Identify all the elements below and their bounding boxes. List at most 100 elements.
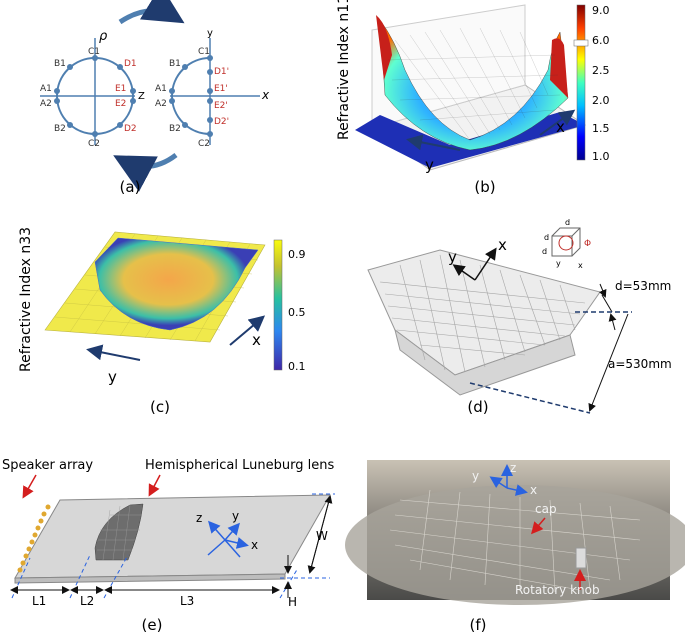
panel-e: Speaker array Hemispherical Luneburg len… <box>2 458 335 634</box>
x-label-d: x <box>498 236 507 254</box>
pt-B1: B1 <box>54 59 66 69</box>
d-dim-label: d=53mm <box>615 279 671 293</box>
inset-x: x <box>578 261 583 270</box>
inset-d1: d <box>565 218 570 227</box>
pt-r-D1: D1' <box>214 67 229 77</box>
cb-c-tick-0: 0.9 <box>288 248 306 261</box>
pt-r-E2: E2' <box>214 101 228 111</box>
colorbar-b <box>576 4 586 161</box>
arrow-x-c <box>229 315 266 346</box>
cb-b-tick-1: 6.0 <box>592 34 610 47</box>
axis-x-d <box>474 247 497 281</box>
luneburg-map-c <box>94 237 259 331</box>
panel-d: x y d d d x y Φ d=53mm a=530mm (d) <box>367 218 672 416</box>
cap-arrow <box>531 517 546 535</box>
speaker-arrow <box>22 474 37 499</box>
caption-f: (f) <box>470 616 487 634</box>
inset-d3: d <box>542 247 547 256</box>
y-label-e: y <box>232 509 239 523</box>
arrow-x-b <box>539 109 576 136</box>
panel-c: Refractive Index n33 y x 0.9 0.5 0.1 (c) <box>18 227 306 416</box>
pt-A1: A1 <box>40 84 52 94</box>
rotatory-knob <box>575 547 587 569</box>
dash-bottom <box>469 382 591 414</box>
inset-y: y <box>556 259 561 268</box>
waveguide-plate <box>14 494 331 579</box>
zlabel-c: Refractive Index n33 <box>18 227 34 372</box>
pt-B2: B2 <box>54 124 66 134</box>
cb-b-tick-3: 2.0 <box>592 94 610 107</box>
panel-b: Refractive Index n11 y x 9.0 6.0 2.5 2.0… <box>336 0 610 196</box>
arrow-y-b <box>406 134 461 151</box>
lens-arrow <box>148 474 161 497</box>
zlabel-b: Refractive Index n11 <box>336 0 352 140</box>
z-label-f: z <box>510 461 516 475</box>
pt-E1: E1 <box>115 84 126 94</box>
dim-L2: L2 <box>80 594 94 608</box>
pt-r-B1: B1 <box>169 59 181 69</box>
surface-peak-left <box>376 15 392 80</box>
y-label-b: y <box>425 156 434 174</box>
axis-y-d <box>452 264 476 281</box>
dim-a-line <box>588 313 629 412</box>
panel-f: z y x cap Rotatory knob (f) <box>345 460 685 634</box>
photo-plate <box>345 485 685 605</box>
pt-A2: A2 <box>40 99 52 109</box>
panel-a: ρ Z C1 B1 D1 A1 E1 A2 E2 B2 D2 C2 y x <box>40 0 270 196</box>
y-label-a: y <box>207 28 213 39</box>
pt-r-D2: D2' <box>214 117 229 127</box>
surface-peak-right <box>550 38 568 98</box>
dim-d-arrow-bot <box>608 313 617 331</box>
pt-D1: D1 <box>124 59 137 69</box>
knob-label: Rotatory knob <box>515 583 600 597</box>
pt-C2: C2 <box>88 139 100 149</box>
pt-r-B2: B2 <box>169 124 181 134</box>
dim-L3: L3 <box>180 594 194 608</box>
lens-array-front <box>394 328 576 396</box>
half-circle <box>171 57 211 135</box>
caption-d: (d) <box>467 398 488 416</box>
pt-C1: C1 <box>88 47 100 57</box>
colorbar-c <box>273 239 283 371</box>
colorbar-break <box>573 39 589 47</box>
pt-r-A1: A1 <box>155 84 167 94</box>
cb-b-tick-0: 9.0 <box>592 4 610 17</box>
speaker-array <box>17 504 51 573</box>
photo-lens-cells <box>389 489 641 593</box>
axes-f <box>489 464 528 496</box>
x-label-f: x <box>530 483 537 497</box>
lens-label: Hemispherical Luneburg lens <box>145 458 334 473</box>
axes-e <box>207 520 249 558</box>
pt-r-C1: C1 <box>198 47 210 57</box>
x-label-a: x <box>261 88 270 102</box>
cb-c-tick-2: 0.1 <box>288 360 306 373</box>
cb-b-tick-5: 1.0 <box>592 150 610 163</box>
dim-L1: L1 <box>32 594 46 608</box>
cb-b-tick-2: 2.5 <box>592 64 610 77</box>
dim-W: W <box>316 529 328 543</box>
waveguide-edge <box>14 573 286 584</box>
caption-a: (a) <box>120 178 141 196</box>
z-label-e: z <box>196 511 202 525</box>
a-dim-label: a=530mm <box>608 357 672 371</box>
inset-d2: d <box>544 233 549 242</box>
dim-d-arrow-top <box>599 283 607 298</box>
arrow-y-c <box>86 344 141 361</box>
y-label-f: y <box>472 469 479 483</box>
pt-r-C2: C2 <box>198 139 210 149</box>
curved-arrow-bottom <box>113 152 178 192</box>
pt-r-A2: A2 <box>155 99 167 109</box>
caption-b: (b) <box>474 178 495 196</box>
y-label-d: y <box>448 248 457 266</box>
z-label: Z <box>138 91 145 102</box>
pt-r-E1: E1' <box>214 84 228 94</box>
unit-cell-inset: d d d x y Φ <box>542 218 591 270</box>
pt-D2: D2 <box>124 124 137 134</box>
dim-H: H <box>288 595 297 609</box>
cap-label: cap <box>535 502 557 516</box>
x-label-b: x <box>556 118 565 136</box>
surface-b <box>379 19 569 151</box>
curved-arrow-top <box>118 0 185 25</box>
cb-c-tick-1: 0.5 <box>288 306 306 319</box>
